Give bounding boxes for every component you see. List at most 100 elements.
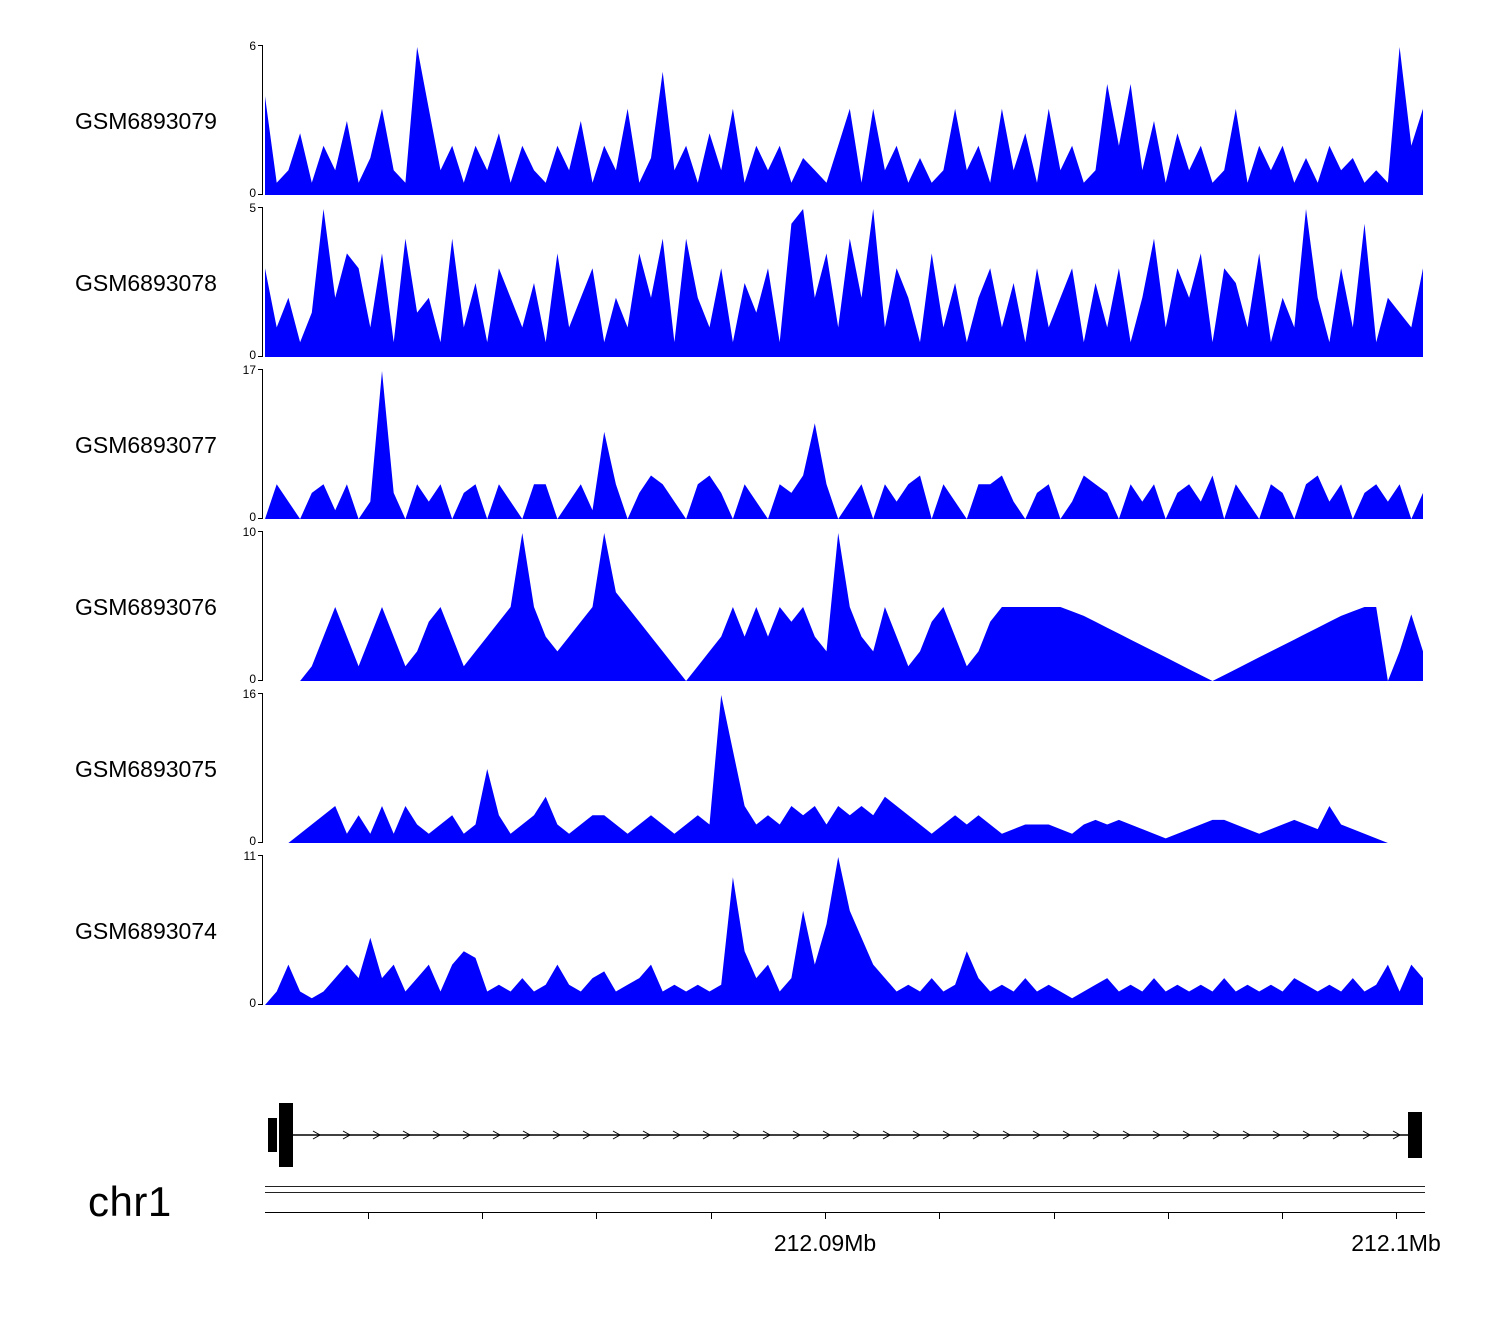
strand-arrow-icon <box>582 1130 592 1140</box>
y-axis-zero-label: 0 <box>249 996 256 1010</box>
coverage-track-row: GSM6893075 16 0 <box>0 688 1500 847</box>
strand-arrow-icon <box>942 1130 952 1140</box>
strand-arrow-icon <box>732 1130 742 1140</box>
coverage-track-row: GSM6893079 6 0 <box>0 40 1500 199</box>
coverage-track-row: GSM6893074 11 0 <box>0 850 1500 1009</box>
y-axis-tick <box>258 207 263 208</box>
coverage-area <box>265 371 1423 519</box>
axis-line-lower <box>265 1192 1425 1193</box>
strand-arrow-icon <box>1392 1130 1402 1140</box>
y-axis-line <box>262 369 263 519</box>
ruler-tick-label: 212.09Mb <box>773 1230 877 1256</box>
ruler-tick <box>1282 1212 1283 1219</box>
y-axis-line <box>262 207 263 357</box>
track-label: GSM6893078 <box>75 270 217 296</box>
track-label: GSM6893077 <box>75 432 217 458</box>
strand-arrow-icon <box>492 1130 502 1140</box>
y-axis-zero-label: 0 <box>249 672 256 686</box>
y-axis-max-label: 17 <box>242 363 256 377</box>
strand-arrow-icon <box>762 1130 772 1140</box>
ruler-tick <box>939 1212 940 1219</box>
coverage-area <box>265 857 1423 1005</box>
strand-arrow-icon <box>402 1130 412 1140</box>
y-axis-max-label: 6 <box>249 39 256 53</box>
strand-arrow-icon <box>432 1130 442 1140</box>
y-axis-tick <box>258 194 263 195</box>
strand-arrow-icon <box>342 1130 352 1140</box>
strand-arrow-icon <box>462 1130 472 1140</box>
coverage-plot <box>265 209 1423 357</box>
coverage-track-row: GSM6893077 17 0 <box>0 364 1500 523</box>
strand-arrow-icon <box>1032 1130 1042 1140</box>
y-axis-zero-label: 0 <box>249 348 256 362</box>
y-axis-tick <box>258 680 263 681</box>
track-label: GSM6893074 <box>75 918 217 944</box>
strand-arrow-icon <box>702 1130 712 1140</box>
coverage-track-row: GSM6893078 5 0 <box>0 202 1500 361</box>
strand-arrow-icon <box>972 1130 982 1140</box>
coverage-area <box>265 47 1423 195</box>
y-axis-zero-label: 0 <box>249 510 256 524</box>
ruler-tick <box>368 1212 369 1219</box>
ruler-tick-label: 212.1Mb <box>1351 1230 1441 1256</box>
strand-arrow-icon <box>612 1130 622 1140</box>
exon-box-right <box>1408 1112 1422 1158</box>
ruler-tick <box>711 1212 712 1219</box>
track-label: GSM6893079 <box>75 108 217 134</box>
strand-arrow-icon <box>1092 1130 1102 1140</box>
y-axis-tick <box>258 369 263 370</box>
y-axis-zero-label: 0 <box>249 834 256 848</box>
y-axis-max-label: 10 <box>242 525 256 539</box>
y-axis-tick <box>258 45 263 46</box>
strand-arrow-icon <box>912 1130 922 1140</box>
strand-arrow-icon <box>1002 1130 1012 1140</box>
coverage-plot <box>265 695 1423 843</box>
coverage-area <box>265 533 1423 681</box>
coverage-plot <box>265 533 1423 681</box>
y-axis-tick <box>258 855 263 856</box>
ruler-tick <box>1054 1212 1055 1219</box>
exon-box-left <box>279 1103 293 1167</box>
y-axis-tick <box>258 531 263 532</box>
y-axis-max-label: 16 <box>242 687 256 701</box>
strand-arrow-icon <box>1242 1130 1252 1140</box>
y-axis-line <box>262 855 263 1005</box>
track-label: GSM6893076 <box>75 594 217 620</box>
y-axis-line <box>262 693 263 843</box>
y-axis-line <box>262 45 263 195</box>
strand-arrow-icon <box>852 1130 862 1140</box>
strand-arrow-icon <box>1212 1130 1222 1140</box>
ruler-tick <box>482 1212 483 1219</box>
strand-arrow-icon <box>312 1130 322 1140</box>
ruler-tick <box>1396 1212 1397 1219</box>
coverage-plot <box>265 47 1423 195</box>
strand-arrow-icon <box>1122 1130 1132 1140</box>
strand-arrow-icon <box>1302 1130 1312 1140</box>
ruler-tick <box>825 1212 826 1219</box>
y-axis-tick <box>258 356 263 357</box>
strand-arrow-icon <box>672 1130 682 1140</box>
ruler-line <box>265 1212 1425 1213</box>
strand-arrow-icon <box>1062 1130 1072 1140</box>
strand-arrow-icon <box>1332 1130 1342 1140</box>
ruler-tick <box>596 1212 597 1219</box>
ruler-tick <box>1168 1212 1169 1219</box>
coverage-plot <box>265 371 1423 519</box>
y-axis-tick <box>258 842 263 843</box>
strand-arrow-icon <box>522 1130 532 1140</box>
y-axis-max-label: 5 <box>249 201 256 215</box>
y-axis-max-label: 11 <box>243 849 256 863</box>
strand-arrow-icon <box>642 1130 652 1140</box>
y-axis-zero-label: 0 <box>249 186 256 200</box>
y-axis-tick <box>258 1004 263 1005</box>
strand-arrow-icon <box>1182 1130 1192 1140</box>
coverage-area <box>265 209 1423 357</box>
strand-arrow-icon <box>1152 1130 1162 1140</box>
strand-arrow-icon <box>552 1130 562 1140</box>
exon-box-left-thin <box>268 1118 277 1152</box>
strand-arrow-icon <box>792 1130 802 1140</box>
coverage-area <box>265 695 1423 843</box>
chromosome-label: chr1 <box>88 1178 172 1225</box>
coverage-track-row: GSM6893076 10 0 <box>0 526 1500 685</box>
